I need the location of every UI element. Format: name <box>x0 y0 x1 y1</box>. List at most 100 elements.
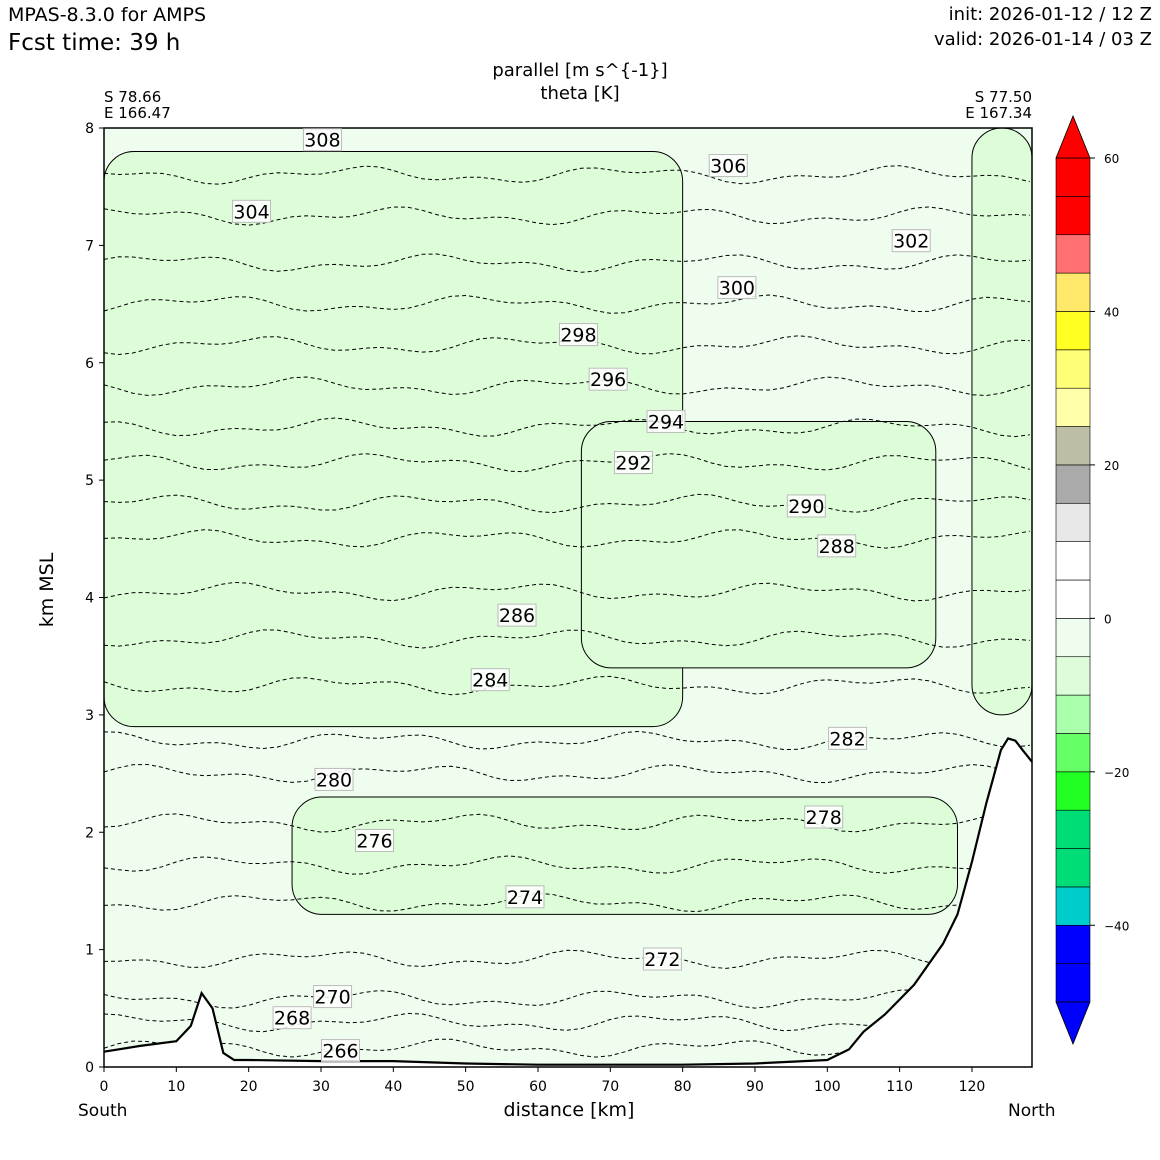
theta-label-box-276 <box>355 828 395 852</box>
colorbar-bin--5-to-0 <box>1055 618 1091 658</box>
theta-label-box-298 <box>558 323 598 347</box>
y-axis-label: km MSL <box>36 552 58 628</box>
theta-contour-266 <box>103 1038 1030 1058</box>
wind-fill-region-1 <box>291 796 958 915</box>
colorbar-bin-45-to-50 <box>1055 234 1091 274</box>
colorbar-bin--50-to--45 <box>1055 963 1091 1003</box>
y-tick-label-4: 4 <box>85 591 94 607</box>
colorbar-bin-50-to-55 <box>1055 196 1091 236</box>
theta-label-box-306 <box>708 154 748 178</box>
init-time: init: 2026-01-12 / 12 Z <box>948 4 1152 25</box>
theta-label-box-274 <box>505 885 545 909</box>
wind-fill-region-3 <box>580 420 937 669</box>
x-tick-label-30: 30 <box>312 1079 330 1095</box>
theta-contour-282 <box>103 730 1030 751</box>
theta-label-306: 306 <box>710 156 746 178</box>
theta-contour-268 <box>103 1012 1030 1033</box>
colorbar-bin-0-to-5 <box>1055 579 1091 619</box>
valid-time: valid: 2026-01-14 / 03 Z <box>934 29 1152 50</box>
theta-label-box-288 <box>817 534 857 558</box>
north-label: North <box>1008 1101 1056 1121</box>
x-tick-label-100: 100 <box>814 1079 841 1095</box>
x-tick-label-40: 40 <box>384 1079 402 1095</box>
colorbar-bin-5-to-10 <box>1055 541 1091 581</box>
theta-label-270: 270 <box>314 987 350 1009</box>
theta-contour-308 <box>103 165 1030 185</box>
x-tick-label-70: 70 <box>601 1079 619 1095</box>
theta-contour-292 <box>103 493 1030 514</box>
colorbar-bin-35-to-40 <box>1055 311 1091 351</box>
theta-label-298: 298 <box>560 325 596 347</box>
colorbar-bin--15-to--10 <box>1055 694 1091 734</box>
colorbar-bin--45-to--40 <box>1055 924 1091 964</box>
theta-label-box-268 <box>272 1006 312 1030</box>
y-tick-label-1: 1 <box>85 943 94 959</box>
x-tick-label-20: 20 <box>240 1079 258 1095</box>
theta-contour-272 <box>103 949 1030 969</box>
theta-contour-284 <box>103 675 1030 696</box>
left-endpoint-coords: S 78.66 E 166.47 <box>104 89 171 121</box>
right-endpoint-coords: S 77.50 E 167.34 <box>965 89 1032 121</box>
right-lon: E 167.34 <box>965 104 1032 122</box>
theta-label-box-280 <box>314 767 354 791</box>
theta-label-box-272 <box>642 947 682 971</box>
y-tick-label-7: 7 <box>85 238 94 254</box>
theta-contour-296 <box>103 417 1030 438</box>
south-label: South <box>78 1101 128 1121</box>
theta-label-268: 268 <box>274 1008 310 1030</box>
y-tick-label-6: 6 <box>85 356 94 372</box>
y-tick-label-3: 3 <box>85 708 94 724</box>
x-tick-label-120: 120 <box>959 1079 986 1095</box>
colorbar: 60 40 20 0 −20 −40 <box>1055 114 1129 1046</box>
theta-label-284: 284 <box>472 670 508 692</box>
theta-label-box-286 <box>497 603 537 627</box>
x-axis-label: distance [km] <box>503 1099 635 1121</box>
theta-label-layer: 308 306 304 302 300 298 296 294 292 290 288 286 284 2… <box>232 128 931 1063</box>
theta-label-box-284 <box>470 668 510 692</box>
theta-contour-288 <box>103 581 1030 602</box>
terrain-fill <box>104 738 1032 1067</box>
terrain-layer <box>103 737 1033 1067</box>
left-lon: E 166.47 <box>104 104 171 122</box>
theta-label-box-270 <box>313 985 353 1009</box>
y-tick-label-0: 0 <box>85 1060 94 1076</box>
theta-label-280: 280 <box>316 769 352 791</box>
x-tick-label-0: 0 <box>100 1079 109 1095</box>
colorbar-extend-bottom <box>1055 1001 1091 1046</box>
theta-label-266: 266 <box>322 1041 358 1063</box>
colorbar-bin-40-to-45 <box>1055 272 1091 312</box>
colorbar-bin--30-to--25 <box>1055 809 1091 849</box>
colorbar-bin--35-to--30 <box>1055 848 1091 888</box>
colorbar-tick-label-20: 20 <box>1104 459 1119 473</box>
y-tick-label-5: 5 <box>85 473 94 489</box>
theta-label-box-308 <box>302 128 342 152</box>
theta-label-274: 274 <box>507 887 543 909</box>
x-tick-label-90: 90 <box>746 1079 764 1095</box>
model-name: MPAS-8.3.0 for AMPS <box>8 4 207 26</box>
theta-label-box-302 <box>891 229 931 253</box>
colorbar-bin--10-to--5 <box>1055 656 1091 696</box>
theta-contour-294 <box>103 453 1030 473</box>
theta-label-box-266 <box>321 1039 361 1063</box>
y-tick-label-2: 2 <box>85 825 94 841</box>
theta-label-278: 278 <box>806 807 842 829</box>
colorbar-tick-label-40: 40 <box>1104 305 1119 319</box>
colorbar-bin-15-to-20 <box>1055 464 1091 504</box>
right-lat: S 77.50 <box>974 88 1032 106</box>
terrain-line <box>103 737 1033 1066</box>
theta-contour-278 <box>103 813 1030 833</box>
colorbar-bin--40-to--35 <box>1055 886 1091 926</box>
colorbar-bin-20-to-25 <box>1055 426 1091 466</box>
theta-contour-270 <box>103 989 1030 1009</box>
theta-label-box-294 <box>646 409 686 433</box>
theta-label-box-300 <box>717 276 757 300</box>
theta-contour-302 <box>103 294 1030 314</box>
theta-label-276: 276 <box>356 830 392 852</box>
theta-label-box-282 <box>828 726 868 750</box>
colorbar-tick-label--20: −20 <box>1104 766 1129 780</box>
theta-contour-298 <box>103 376 1030 397</box>
theta-contour-306 <box>103 206 1030 226</box>
theta-contour-280 <box>103 763 1030 784</box>
theta-label-box-292 <box>613 451 653 475</box>
theta-contour-290 <box>103 529 1030 549</box>
